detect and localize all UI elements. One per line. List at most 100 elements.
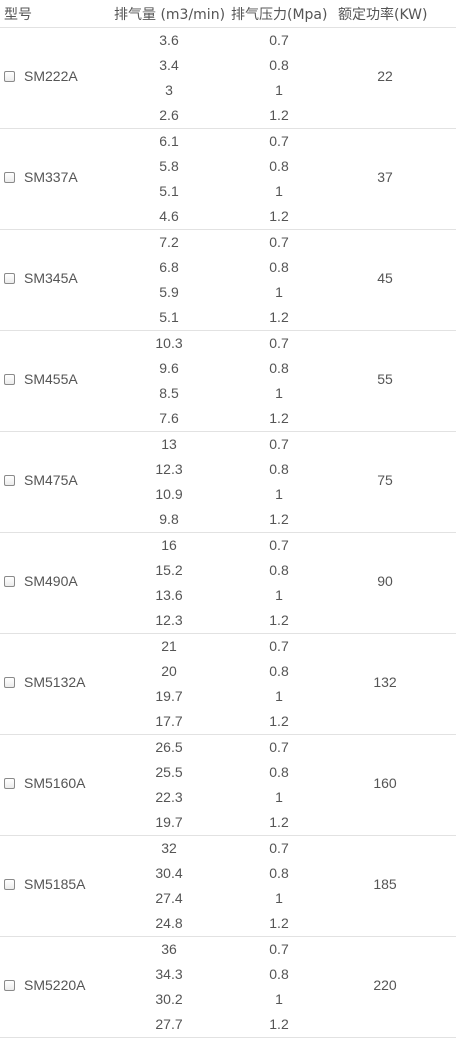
displacement-value: 36 [161, 941, 177, 957]
displacement-value: 20 [161, 663, 177, 679]
pressure-value: 1.2 [269, 410, 289, 426]
sub-row: 10.9 1 [111, 482, 357, 507]
row-checkbox[interactable] [4, 677, 15, 688]
sub-row: 12.3 0.8 [111, 457, 357, 482]
displacement-value: 3 [165, 82, 173, 98]
model-name: SM5220A [24, 977, 86, 993]
pressure-value: 0.7 [269, 436, 289, 452]
displacement-value: 8.5 [159, 385, 179, 401]
pressure-value: 0.7 [269, 739, 289, 755]
table-row: SM5160A 26.5 0.7 25.5 0.8 22.3 1 19.7 1.2 16… [0, 735, 456, 836]
row-checkbox[interactable] [4, 980, 15, 991]
pressure-value: 0.8 [269, 259, 289, 275]
displacement-value: 7.2 [159, 234, 179, 250]
sub-row: 24.8 1.2 [111, 911, 357, 936]
displacement-value: 13.6 [155, 587, 183, 603]
row-checkbox[interactable] [4, 374, 15, 385]
sub-row: 25.5 0.8 [111, 760, 357, 785]
pressure-value: 0.8 [269, 158, 289, 174]
displacement-value: 34.3 [155, 966, 183, 982]
header-power: 额定功率(KW) [338, 7, 428, 23]
pressure-value: 1 [275, 890, 283, 906]
sub-row: 5.1 1 [111, 179, 357, 204]
pressure-value: 0.8 [269, 966, 289, 982]
header-displacement: 排气量 (m3/min) [114, 7, 226, 23]
pressure-value: 0.7 [269, 32, 289, 48]
sub-row: 17.7 1.2 [111, 709, 357, 734]
power-value: 132 [373, 674, 397, 690]
pressure-value: 1.2 [269, 1016, 289, 1032]
displacement-value: 27.4 [155, 890, 183, 906]
displacement-value: 5.8 [159, 158, 179, 174]
model-name: SM345A [24, 270, 78, 286]
power-value: 37 [377, 169, 393, 185]
row-checkbox[interactable] [4, 172, 15, 183]
table-row: SM5220A 36 0.7 34.3 0.8 30.2 1 27.7 1.2 220 [0, 937, 456, 1038]
displacement-value: 4.6 [159, 208, 179, 224]
pressure-value: 0.7 [269, 234, 289, 250]
sub-row: 30.4 0.8 [111, 861, 357, 886]
row-checkbox[interactable] [4, 71, 15, 82]
pressure-value: 0.8 [269, 360, 289, 376]
displacement-value: 16 [161, 537, 177, 553]
table-header: 型号 排气量 (m3/min) 排气压力(Mpa) 额定功率(KW) [0, 0, 456, 28]
pressure-value: 1 [275, 486, 283, 502]
table-row: SM5132A 21 0.7 20 0.8 19.7 1 17.7 1.2 132 [0, 634, 456, 735]
pressure-value: 0.8 [269, 663, 289, 679]
pressure-value: 1.2 [269, 713, 289, 729]
pressure-value: 0.7 [269, 537, 289, 553]
pressure-value: 1 [275, 789, 283, 805]
pressure-value: 1 [275, 688, 283, 704]
displacement-value: 3.6 [159, 32, 179, 48]
displacement-value: 13 [161, 436, 177, 452]
row-checkbox[interactable] [4, 475, 15, 486]
pressure-value: 0.7 [269, 840, 289, 856]
displacement-value: 15.2 [155, 562, 183, 578]
displacement-value: 6.1 [159, 133, 179, 149]
power-value: 220 [373, 977, 397, 993]
power-value: 75 [377, 472, 393, 488]
displacement-value: 27.7 [155, 1016, 183, 1032]
displacement-value: 10.9 [155, 486, 183, 502]
displacement-value: 30.2 [155, 991, 183, 1007]
sub-row: 27.7 1.2 [111, 1012, 357, 1037]
sub-row: 19.7 1.2 [111, 810, 357, 835]
sub-row: 3.4 0.8 [111, 53, 357, 78]
sub-row: 10.3 0.7 [111, 331, 357, 356]
displacement-value: 5.1 [159, 309, 179, 325]
sub-row: 7.2 0.7 [111, 230, 357, 255]
pressure-value: 0.7 [269, 335, 289, 351]
row-checkbox[interactable] [4, 273, 15, 284]
row-checkbox[interactable] [4, 879, 15, 890]
model-name: SM5160A [24, 775, 86, 791]
displacement-value: 22.3 [155, 789, 183, 805]
displacement-value: 25.5 [155, 764, 183, 780]
table-row: SM5185A 32 0.7 30.4 0.8 27.4 1 24.8 1.2 185 [0, 836, 456, 937]
displacement-value: 10.3 [155, 335, 183, 351]
sub-row: 9.8 1.2 [111, 507, 357, 532]
sub-row: 9.6 0.8 [111, 356, 357, 381]
pressure-value: 1 [275, 385, 283, 401]
displacement-value: 19.7 [155, 814, 183, 830]
table-row: SM455A 10.3 0.7 9.6 0.8 8.5 1 7.6 1.2 55 [0, 331, 456, 432]
sub-row: 8.5 1 [111, 381, 357, 406]
row-checkbox[interactable] [4, 576, 15, 587]
pressure-value: 1 [275, 183, 283, 199]
pressure-value: 0.8 [269, 764, 289, 780]
displacement-value: 19.7 [155, 688, 183, 704]
displacement-value: 32 [161, 840, 177, 856]
sub-row: 22.3 1 [111, 785, 357, 810]
pressure-value: 0.7 [269, 133, 289, 149]
displacement-value: 12.3 [155, 612, 183, 628]
power-value: 45 [377, 270, 393, 286]
table-row: SM475A 13 0.7 12.3 0.8 10.9 1 9.8 1.2 75 [0, 432, 456, 533]
pressure-value: 1.2 [269, 915, 289, 931]
displacement-value: 9.8 [159, 511, 179, 527]
pressure-value: 1.2 [269, 107, 289, 123]
pressure-value: 1.2 [269, 511, 289, 527]
row-checkbox[interactable] [4, 778, 15, 789]
displacement-value: 26.5 [155, 739, 183, 755]
